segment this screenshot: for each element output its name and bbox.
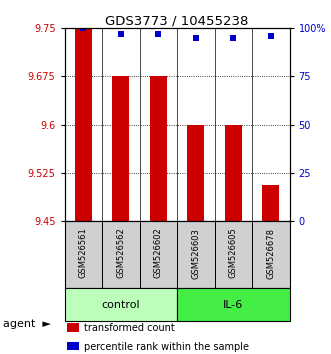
Text: IL-6: IL-6 — [223, 300, 244, 310]
Text: agent  ►: agent ► — [3, 319, 51, 329]
Bar — [187, 125, 204, 221]
Text: GSM526561: GSM526561 — [79, 228, 88, 279]
Bar — [177, 221, 214, 288]
Bar — [102, 221, 140, 288]
Bar — [67, 342, 79, 350]
Text: GSM526602: GSM526602 — [154, 228, 163, 279]
Bar — [112, 76, 129, 221]
Bar — [150, 76, 167, 221]
Text: control: control — [102, 300, 140, 310]
Bar — [67, 323, 79, 332]
Bar — [225, 125, 242, 221]
Title: GDS3773 / 10455238: GDS3773 / 10455238 — [105, 14, 249, 27]
Bar — [252, 221, 290, 288]
Text: transformed count: transformed count — [84, 323, 174, 333]
Bar — [214, 221, 252, 288]
Bar — [140, 221, 177, 288]
Bar — [65, 288, 177, 321]
Text: GSM526603: GSM526603 — [191, 228, 200, 279]
Bar — [177, 288, 290, 321]
Bar — [75, 28, 92, 221]
Bar — [262, 185, 279, 221]
Text: percentile rank within the sample: percentile rank within the sample — [84, 342, 249, 352]
Text: GSM526562: GSM526562 — [116, 228, 125, 279]
Bar — [65, 221, 102, 288]
Text: GSM526678: GSM526678 — [266, 228, 275, 279]
Text: GSM526605: GSM526605 — [229, 228, 238, 279]
